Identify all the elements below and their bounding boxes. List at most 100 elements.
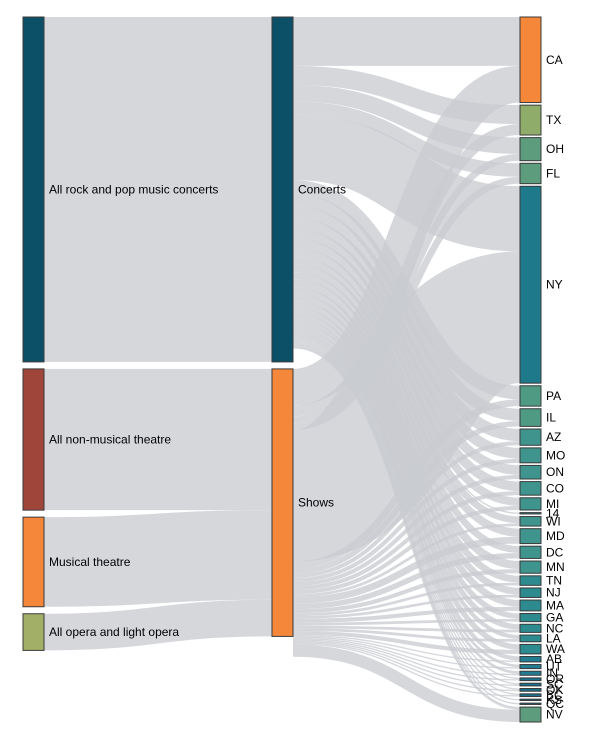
node-ma — [519, 599, 542, 612]
link-shows-to-ca — [291, 65, 522, 406]
node-ut — [519, 664, 542, 670]
link-shows-to-nv — [292, 644, 521, 722]
link-shows-to-bc — [292, 643, 521, 697]
node-label-in: IN — [546, 666, 558, 680]
node-or — [519, 677, 542, 682]
link-shows-to-or — [292, 639, 521, 681]
link-concerts-to-ny — [292, 114, 521, 252]
node-wa — [519, 643, 542, 655]
link-shows-to-il — [292, 420, 521, 574]
node-shows — [271, 368, 294, 637]
link-shows-to-ny — [288, 251, 525, 562]
node-label-bc: BC — [546, 688, 563, 702]
node-musical — [22, 516, 45, 608]
node-label-tn: TN — [546, 574, 562, 588]
node-label-nj: NJ — [546, 586, 561, 600]
link-shows-to-co — [292, 491, 521, 591]
link-shows-to-mn — [292, 569, 521, 614]
node-label-tx: TX — [546, 113, 561, 127]
link-shows-to-pa — [292, 399, 521, 569]
node-label-ny: NY — [546, 278, 563, 292]
node-mo — [519, 447, 542, 464]
node-ok — [519, 688, 542, 692]
node-label-ks: KS — [546, 693, 562, 707]
link-opera-to-shows — [43, 599, 273, 651]
node-qc — [519, 702, 542, 705]
node-sc — [519, 682, 542, 687]
node-label-concerts: Concerts — [298, 182, 346, 196]
link-shows-to-dc — [292, 552, 521, 610]
node-co — [519, 481, 542, 496]
node-pa — [519, 385, 542, 407]
link-shows-to-ab — [292, 635, 521, 662]
node-label-mn: MN — [546, 560, 565, 574]
link-shows-to-on — [292, 474, 521, 587]
node-label-ma: MA — [546, 598, 564, 612]
node-label-il: IL — [546, 411, 556, 425]
node-bc — [519, 693, 542, 698]
links-layer — [43, 16, 525, 722]
node-md — [519, 528, 542, 545]
node-az — [519, 428, 542, 446]
node-nc — [519, 623, 542, 633]
node-fl — [519, 162, 542, 185]
link-shows-to-ok — [292, 641, 521, 692]
node-label-qc: QC — [546, 697, 564, 711]
node-tx — [519, 104, 542, 136]
node-label-ab: AB — [546, 652, 562, 666]
labels-layer: All rock and pop music concerts All non-m… — [49, 53, 565, 722]
link-shows-to-ga — [292, 618, 521, 626]
link-shows-to-tn — [292, 582, 521, 617]
node-label-mi: MI — [546, 497, 559, 511]
node-nv — [519, 706, 542, 723]
node-ab — [519, 656, 542, 663]
node-label-mo: MO — [546, 448, 565, 462]
link-shows-to-sc — [292, 640, 521, 686]
node-label-sc: SC — [546, 678, 563, 692]
node-il — [519, 408, 542, 427]
link-musical-to-shows — [43, 510, 273, 607]
link-shows-to-md — [292, 536, 521, 604]
node-label-az: AZ — [546, 430, 561, 444]
node-label-14: 14 — [546, 506, 560, 520]
link-shows-to-nj — [292, 594, 521, 619]
node-label-md: MD — [546, 529, 565, 543]
link-shows-to-ma — [292, 606, 521, 623]
node-mi — [519, 497, 542, 511]
node-dc — [519, 545, 542, 559]
link-shows-to-la — [292, 628, 521, 642]
node-label-shows: Shows — [298, 496, 334, 510]
node-label-opera: All opera and light opera — [49, 625, 179, 639]
node-label-nonmusical: All non-musical theatre — [49, 433, 171, 447]
node-label-wa: WA — [546, 642, 565, 656]
node-label-ut: UT — [546, 660, 563, 674]
node-rock — [22, 16, 45, 363]
node-label-ca: CA — [546, 53, 563, 67]
node-label-oh: OH — [546, 142, 564, 156]
link-shows-to-tx — [292, 124, 521, 417]
node-la — [519, 634, 542, 643]
node-ks — [519, 698, 542, 702]
link-shows-to-mi — [292, 505, 521, 595]
node-label-rock: All rock and pop music concerts — [49, 182, 218, 196]
node-mn — [519, 560, 542, 574]
node-label-pa: PA — [546, 389, 561, 403]
node-concerts — [271, 16, 294, 363]
node-label-musical: Musical theatre — [49, 555, 131, 569]
node-tn — [519, 575, 542, 586]
node-label-la: LA — [546, 631, 561, 645]
node-label-nv: NV — [546, 708, 563, 722]
node-label-or: OR — [546, 672, 564, 686]
node-ca — [519, 16, 542, 104]
node-label-nc: NC — [546, 621, 564, 635]
node-opera — [22, 613, 45, 651]
link-shows-to-nc — [292, 625, 521, 633]
link-shows-to-ut — [292, 636, 521, 669]
node-label-dc: DC — [546, 545, 564, 559]
node-ny — [519, 185, 542, 384]
link-shows-to-wa — [292, 630, 521, 654]
link-shows-to-in — [292, 637, 521, 676]
node-oh — [519, 137, 542, 162]
node-label-ga: GA — [546, 611, 563, 625]
